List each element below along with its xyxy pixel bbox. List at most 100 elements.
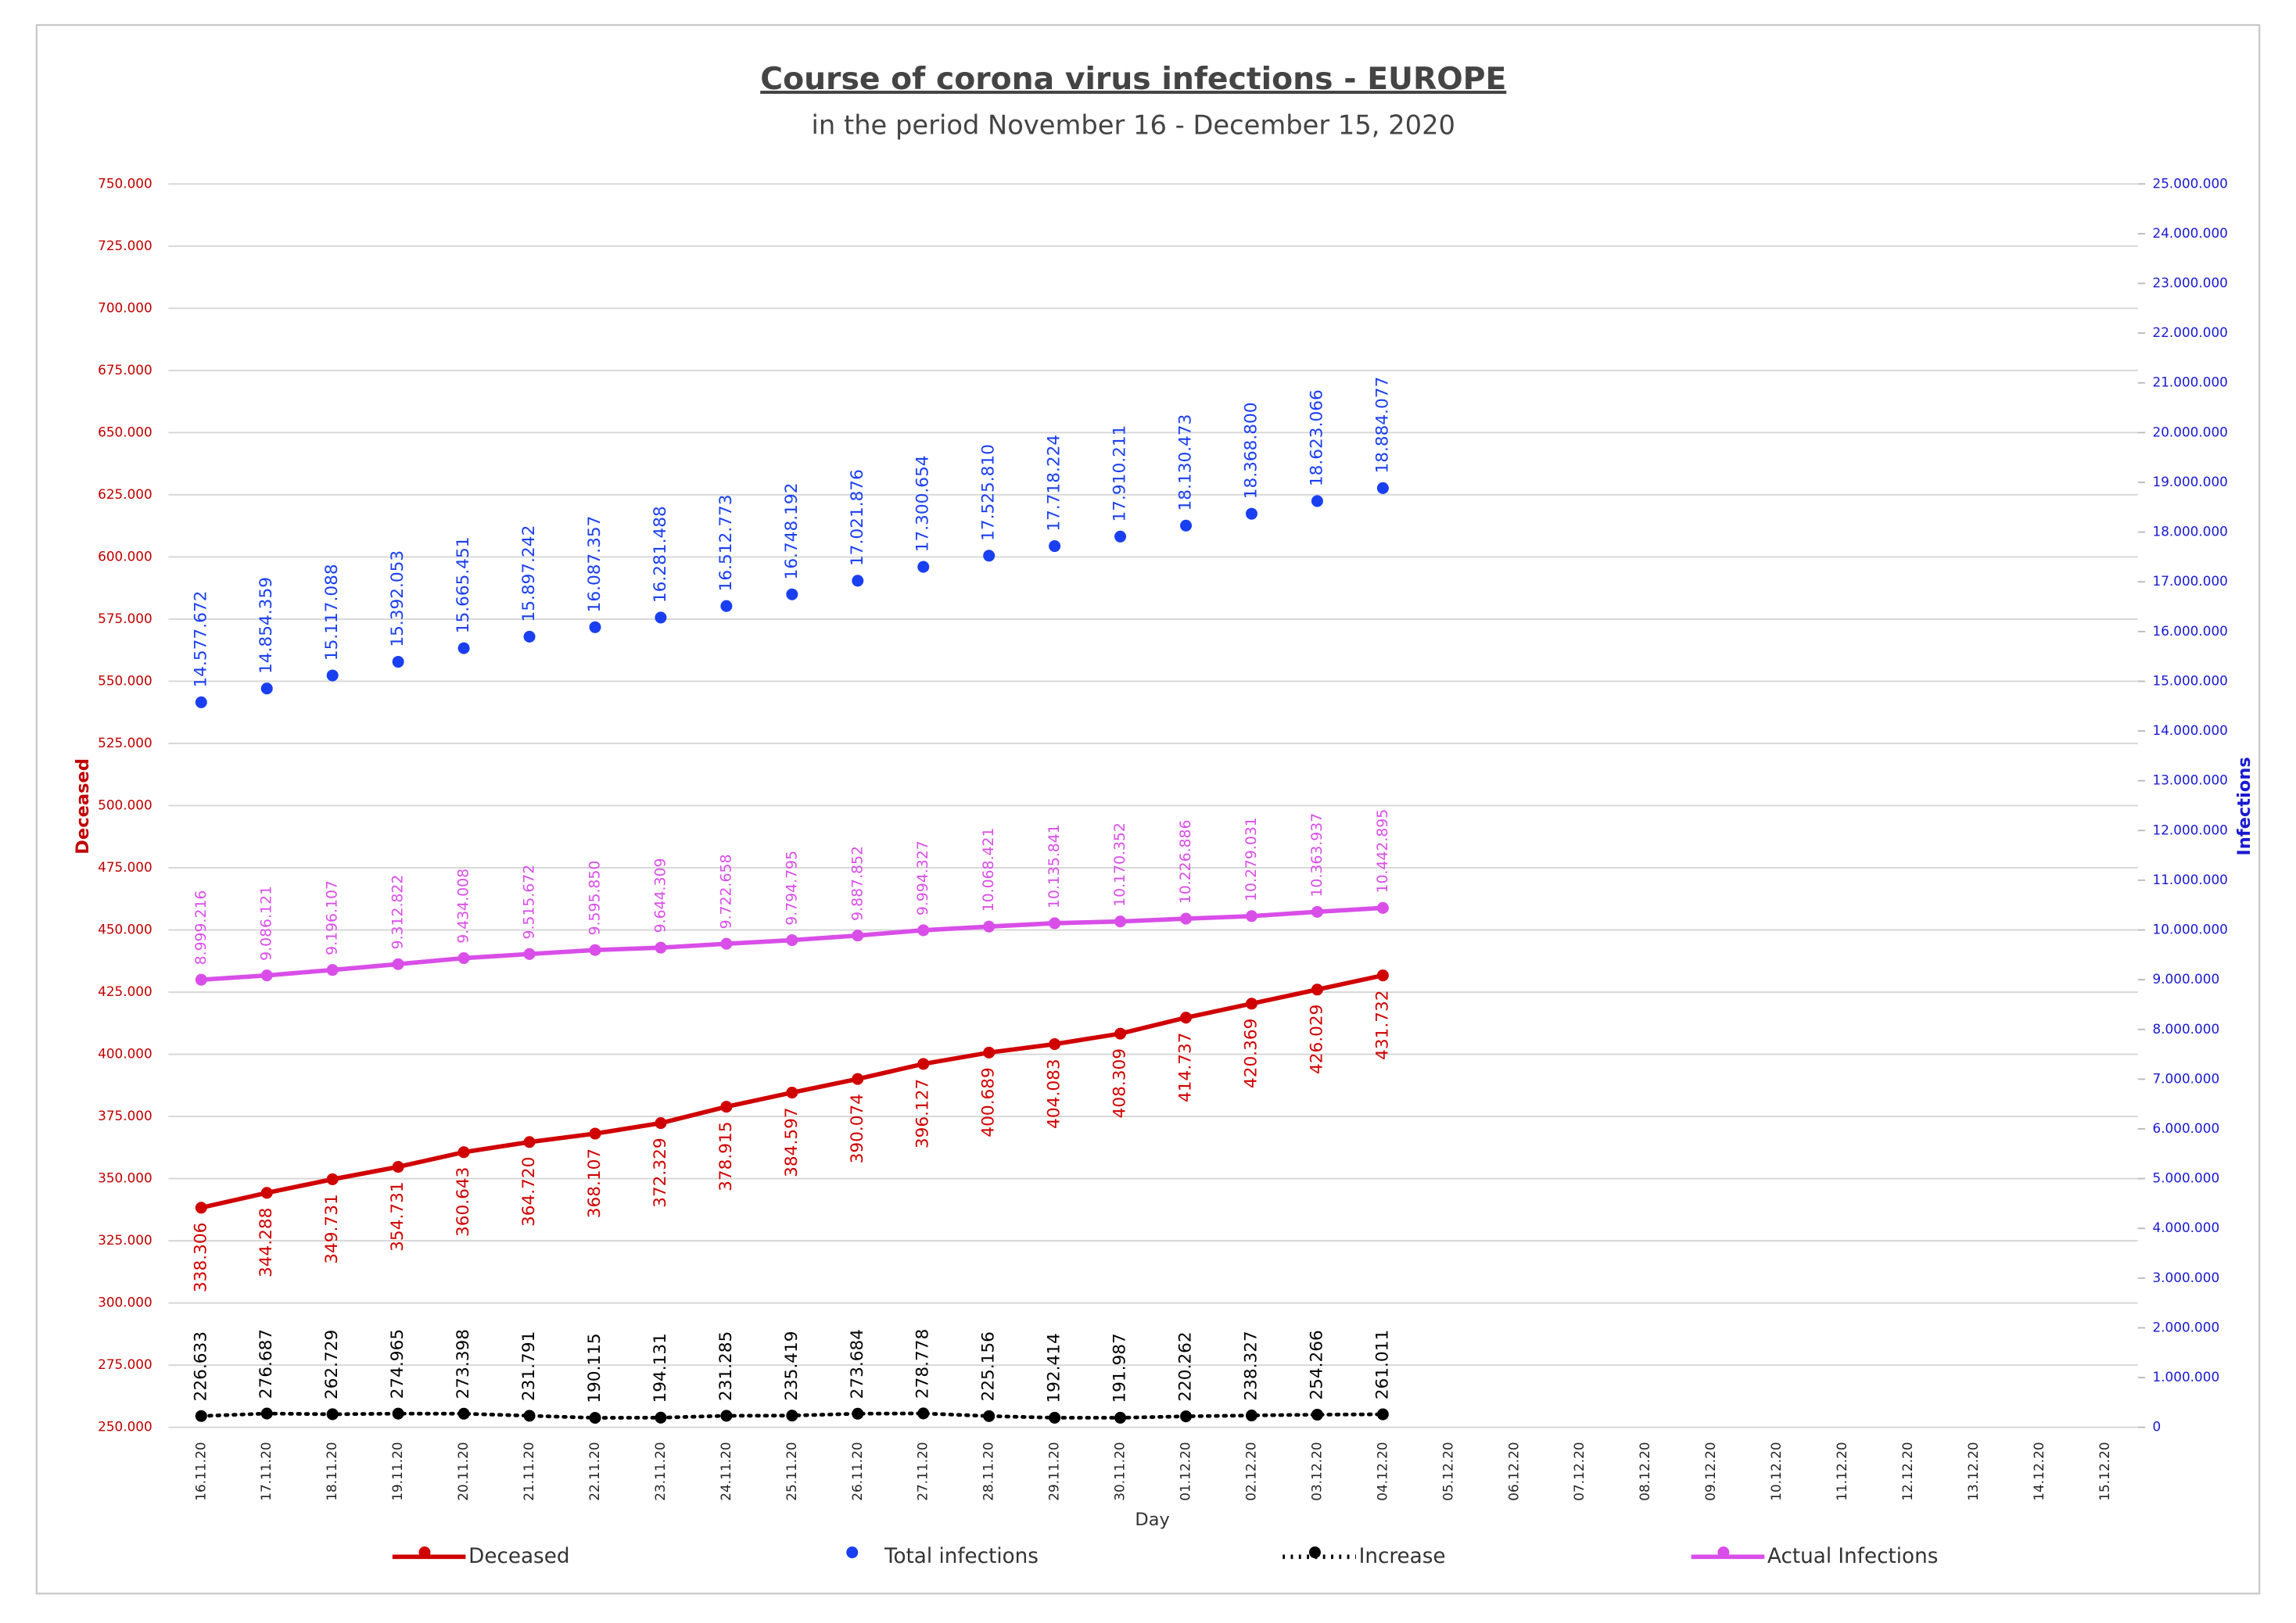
data-label: 404.083 <box>1045 1059 1064 1128</box>
data-point <box>655 611 667 624</box>
y-tick-label: 475.000 <box>98 859 152 875</box>
data-point <box>786 1410 798 1422</box>
data-label: 18.623.066 <box>1307 389 1326 486</box>
y-axis-label: Deceased <box>73 758 93 854</box>
y-tick-label: 600.000 <box>98 548 152 564</box>
y2-tick-label: 8.000.000 <box>2153 1021 2220 1037</box>
y2-tick-label: 6.000.000 <box>2153 1120 2220 1136</box>
x-tick-label: 24.11.20 <box>718 1442 734 1500</box>
data-label: 426.029 <box>1307 1005 1326 1074</box>
data-point <box>1245 998 1257 1010</box>
data-point <box>655 1411 667 1424</box>
data-label: 16.087.357 <box>585 516 604 613</box>
data-label: 9.434.008 <box>456 869 472 944</box>
y2-tick-label: 18.000.000 <box>2153 524 2228 539</box>
data-label: 225.156 <box>979 1331 999 1401</box>
data-label: 396.127 <box>913 1079 933 1148</box>
data-label: 273.398 <box>454 1329 473 1399</box>
y2-tick-label: 10.000.000 <box>2153 921 2228 937</box>
x-tick-label: 18.11.20 <box>324 1442 339 1500</box>
x-tick-label: 20.11.20 <box>455 1442 471 1500</box>
y2-tick-label: 13.000.000 <box>2153 772 2228 788</box>
data-point <box>457 1146 470 1159</box>
data-point <box>1180 1012 1193 1024</box>
y-tick-label: 450.000 <box>98 921 152 937</box>
data-label: 8.999.216 <box>193 890 210 966</box>
data-label: 16.748.192 <box>782 483 802 580</box>
data-label: 15.117.088 <box>322 564 342 661</box>
data-label: 9.086.121 <box>259 886 275 961</box>
data-point <box>1376 482 1389 494</box>
x-tick-label: 06.12.20 <box>1505 1442 1521 1500</box>
data-point <box>1376 969 1389 982</box>
y2-tick-label: 20.000.000 <box>2153 424 2228 439</box>
y-tick-label: 650.000 <box>98 424 152 439</box>
x-tick-label: 13.12.20 <box>1965 1442 1981 1500</box>
data-label: 384.597 <box>782 1107 802 1177</box>
data-point <box>1311 905 1323 918</box>
y2-axis-label: Infections <box>2234 757 2255 856</box>
y2-tick-label: 25.000.000 <box>2153 175 2228 191</box>
data-label: 261.011 <box>1372 1330 1392 1399</box>
y-tick-label: 425.000 <box>98 983 152 999</box>
data-label: 9.794.795 <box>784 851 800 926</box>
y2-tick-label: 15.000.000 <box>2153 672 2228 688</box>
data-point <box>326 1408 339 1421</box>
data-label: 14.854.359 <box>257 577 276 674</box>
data-label: 17.300.654 <box>913 455 933 552</box>
y-tick-label: 525.000 <box>98 735 152 751</box>
legend-marker <box>418 1546 431 1559</box>
data-point <box>1180 519 1193 532</box>
y-tick-label: 700.000 <box>98 299 152 315</box>
data-point <box>1376 901 1389 914</box>
data-point <box>195 1410 207 1422</box>
y2-tick-label: 1.000.000 <box>2153 1369 2220 1385</box>
data-label: 9.515.672 <box>522 865 538 940</box>
chart-title: Course of corona virus infections - EURO… <box>760 61 1506 97</box>
data-point <box>983 1046 996 1059</box>
y2-tick-label: 0 <box>2153 1419 2161 1435</box>
x-tick-label: 03.12.20 <box>1308 1442 1324 1500</box>
data-point <box>260 1187 273 1199</box>
data-point <box>523 630 536 643</box>
y-tick-label: 575.000 <box>98 611 152 626</box>
x-tick-label: 01.12.20 <box>1178 1442 1193 1500</box>
data-point <box>260 1407 273 1420</box>
data-label: 10.363.937 <box>1309 813 1326 897</box>
data-label: 10.170.352 <box>1112 822 1128 907</box>
y-tick-label: 550.000 <box>98 672 152 688</box>
data-label: 274.965 <box>388 1329 407 1399</box>
data-point <box>260 683 273 695</box>
data-label: 273.684 <box>848 1329 867 1399</box>
data-point <box>655 941 667 954</box>
data-label: 344.288 <box>257 1208 276 1277</box>
data-point <box>1049 1038 1061 1051</box>
data-label: 9.887.852 <box>849 846 866 921</box>
data-label: 10.442.895 <box>1375 809 1391 894</box>
data-point <box>786 1087 798 1099</box>
data-point <box>1114 1027 1127 1040</box>
data-label: 15.897.242 <box>519 525 539 622</box>
y2-tick-label: 7.000.000 <box>2153 1070 2220 1086</box>
data-label: 378.915 <box>716 1121 736 1191</box>
data-point <box>589 1127 601 1140</box>
data-label: 231.285 <box>716 1331 736 1401</box>
data-label: 15.665.451 <box>454 536 473 633</box>
data-label: 14.577.672 <box>191 591 210 688</box>
data-point <box>1245 910 1257 923</box>
data-label: 17.910.211 <box>1110 425 1130 522</box>
data-point <box>589 621 601 633</box>
data-label: 9.722.658 <box>718 854 734 930</box>
y-tick-label: 675.000 <box>98 362 152 378</box>
x-tick-label: 27.11.20 <box>915 1442 931 1500</box>
chart-subtitle: in the period November 16 - December 15,… <box>812 109 1455 140</box>
data-point <box>1245 1409 1257 1422</box>
y2-tick-label: 5.000.000 <box>2153 1170 2220 1186</box>
y2-tick-label: 4.000.000 <box>2153 1220 2220 1235</box>
data-label: 18.368.800 <box>1242 402 1261 499</box>
data-point <box>720 1101 733 1113</box>
data-label: 10.279.031 <box>1243 817 1260 901</box>
data-point <box>852 930 864 942</box>
data-point <box>392 958 404 970</box>
